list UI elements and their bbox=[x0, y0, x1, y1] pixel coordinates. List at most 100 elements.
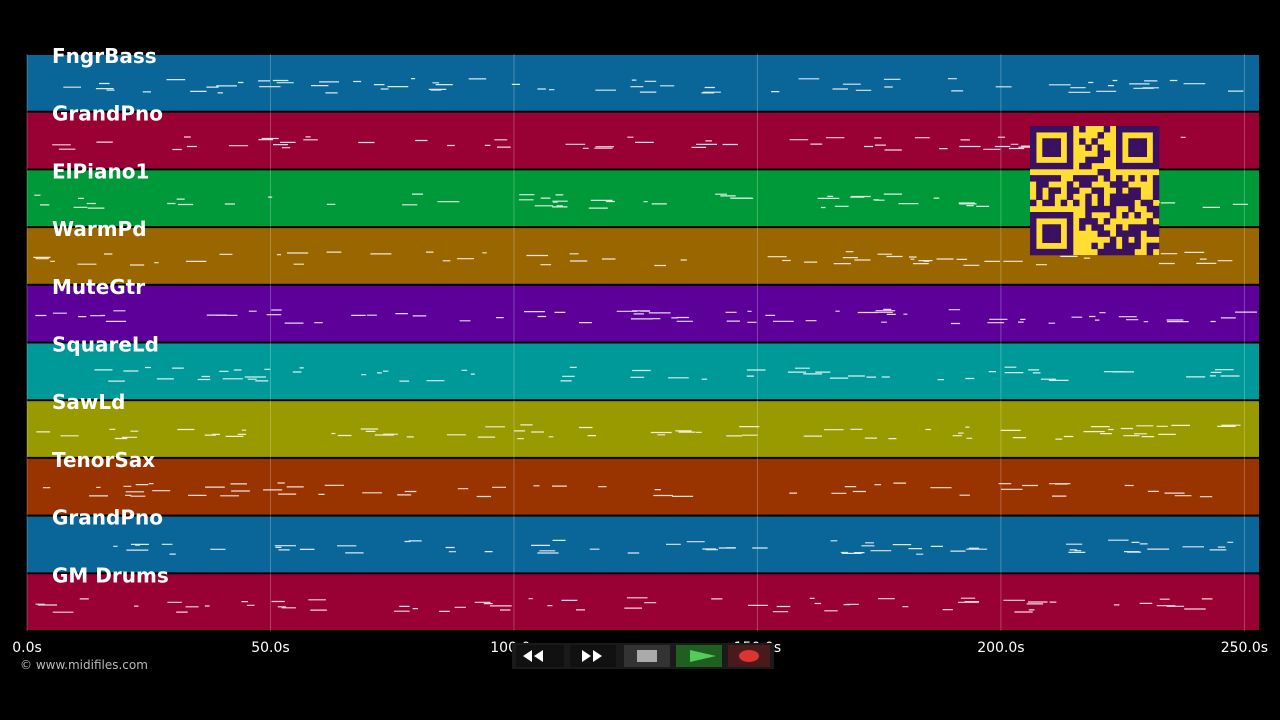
qr-cell bbox=[1103, 242, 1111, 250]
qr-cell bbox=[1030, 248, 1037, 256]
qr-cell bbox=[1128, 205, 1135, 213]
qr-cell bbox=[1128, 144, 1135, 151]
play-button[interactable] bbox=[676, 645, 722, 667]
track-names: FngrBass GrandPno ElPiano1 WarmPd MuteGtr Squ… bbox=[52, 44, 169, 587]
qr-cell bbox=[1128, 162, 1135, 170]
qr-cell bbox=[1134, 126, 1141, 133]
forward-icon bbox=[582, 650, 602, 662]
qr-cell bbox=[1030, 199, 1037, 207]
x-tick-label: 200.0s bbox=[977, 640, 1024, 656]
qr-cell bbox=[1042, 126, 1049, 133]
qr-cell bbox=[1128, 230, 1135, 237]
qr-cell bbox=[1048, 224, 1055, 231]
qr-cell bbox=[1134, 187, 1141, 194]
qr-cell bbox=[1030, 144, 1037, 151]
qr-cell bbox=[1079, 181, 1086, 188]
qr-cell bbox=[1085, 199, 1092, 207]
qr-cell bbox=[1066, 248, 1074, 256]
x-tick-label: 0.0s bbox=[12, 640, 42, 656]
record-icon bbox=[739, 650, 759, 662]
forward-button[interactable] bbox=[570, 645, 616, 667]
qr-cell bbox=[1066, 236, 1074, 244]
qr-cell bbox=[1134, 144, 1141, 151]
qr-cell bbox=[1085, 144, 1092, 151]
qr-cell bbox=[1152, 205, 1160, 213]
qr-cell bbox=[1146, 199, 1154, 207]
qr-cell bbox=[1066, 187, 1074, 194]
qr-cell bbox=[1103, 150, 1111, 158]
qr-cell bbox=[1042, 181, 1049, 188]
qr-cell bbox=[1097, 187, 1105, 194]
qr-cell bbox=[1128, 187, 1135, 194]
qr-cell bbox=[1097, 248, 1105, 256]
qr-cell bbox=[1128, 199, 1135, 207]
qr-cell bbox=[1116, 199, 1123, 207]
time-grid bbox=[26, 54, 1245, 631]
qr-cell bbox=[1116, 224, 1123, 231]
qr-cell bbox=[1116, 248, 1123, 256]
qr-cell bbox=[1085, 162, 1092, 170]
qr-cell bbox=[1085, 212, 1092, 219]
qr-cell bbox=[1073, 199, 1080, 207]
qr-cell bbox=[1116, 181, 1123, 188]
qr-cell bbox=[1116, 193, 1123, 201]
qr-cell bbox=[1097, 150, 1105, 158]
qr-cell bbox=[1152, 138, 1160, 145]
qr-cell bbox=[1048, 212, 1055, 219]
qr-cell bbox=[1103, 230, 1111, 237]
notes bbox=[36, 424, 1241, 440]
qr-cell bbox=[1122, 248, 1129, 256]
qr-cell bbox=[1030, 224, 1037, 231]
qr-cell bbox=[1073, 175, 1080, 182]
qr-cell bbox=[1036, 193, 1043, 201]
qr-cell bbox=[1128, 175, 1135, 182]
qr-cell bbox=[1116, 150, 1123, 158]
qr-cell bbox=[1085, 218, 1092, 225]
rewind-button[interactable] bbox=[516, 645, 564, 667]
qr-cell bbox=[1048, 144, 1055, 151]
record-button[interactable] bbox=[728, 645, 770, 667]
qr-cell bbox=[1103, 248, 1111, 256]
qr-cell bbox=[1036, 175, 1043, 182]
qr-cell bbox=[1122, 162, 1129, 170]
qr-cell bbox=[1054, 138, 1062, 145]
qr-cell bbox=[1048, 175, 1055, 182]
qr-cell bbox=[1054, 162, 1062, 170]
qr-cell bbox=[1140, 150, 1148, 158]
qr-cell bbox=[1054, 144, 1062, 151]
qr-cell bbox=[1128, 248, 1135, 256]
track-name: WarmPd bbox=[52, 217, 147, 241]
qr-cell bbox=[1036, 126, 1043, 133]
qr-cell bbox=[1060, 248, 1068, 256]
qr-cell bbox=[1054, 230, 1062, 237]
qr-cell bbox=[1048, 230, 1055, 237]
qr-cell bbox=[1116, 187, 1123, 194]
qr-cell bbox=[1134, 193, 1141, 201]
qr-cell bbox=[1146, 242, 1154, 250]
qr-cell bbox=[1134, 212, 1141, 219]
qr-cell bbox=[1109, 193, 1117, 201]
qr-cell bbox=[1128, 150, 1135, 158]
qr-cell bbox=[1109, 205, 1117, 213]
qr-cell bbox=[1091, 224, 1098, 231]
notes bbox=[94, 366, 1240, 382]
qr-cell bbox=[1066, 224, 1074, 231]
qr-cell bbox=[1042, 199, 1049, 207]
copyright: © www.midifiles.com bbox=[20, 658, 148, 672]
qr-cell bbox=[1128, 138, 1135, 145]
qr-cell bbox=[1030, 162, 1037, 170]
qr-cell bbox=[1042, 224, 1049, 231]
qr-cell bbox=[1030, 156, 1037, 164]
notes bbox=[63, 78, 1244, 94]
qr-cell bbox=[1140, 199, 1148, 207]
qr-cell bbox=[1091, 175, 1098, 182]
qr-cell bbox=[1066, 181, 1074, 188]
qr-cell bbox=[1036, 212, 1043, 219]
qr-cell bbox=[1109, 199, 1117, 207]
qr-cell bbox=[1152, 212, 1160, 219]
stop-button[interactable] bbox=[624, 645, 670, 667]
qr-cell bbox=[1060, 212, 1068, 219]
qr-code bbox=[1030, 126, 1160, 256]
qr-cell bbox=[1140, 175, 1148, 182]
